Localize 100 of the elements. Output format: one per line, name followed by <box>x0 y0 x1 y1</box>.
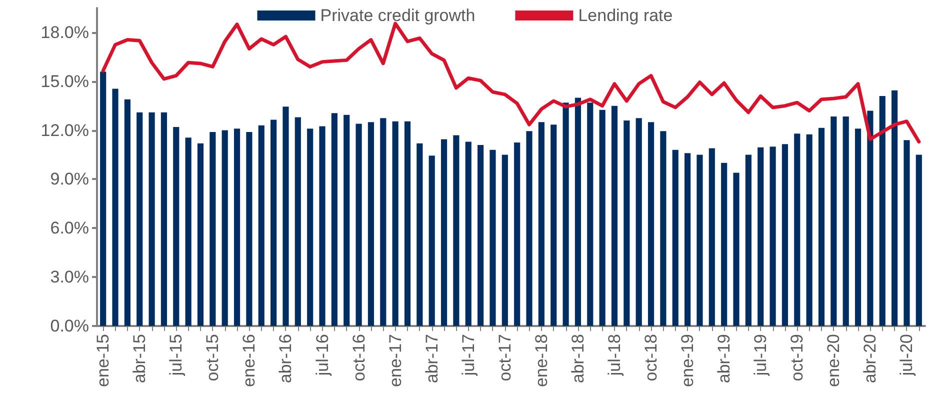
bar <box>842 116 849 326</box>
bar <box>854 128 862 326</box>
bar <box>538 122 544 326</box>
x-tick-label: ene-19 <box>678 334 698 387</box>
bar <box>502 154 508 326</box>
x-tick-label: oct-18 <box>642 334 661 382</box>
bar <box>648 122 654 326</box>
x-tick-label: jul-20 <box>897 334 916 377</box>
bar <box>392 121 398 326</box>
bar <box>733 172 740 326</box>
bar <box>148 112 155 326</box>
y-tick-label: 6.0% <box>50 218 89 238</box>
x-tick-label: oct-15 <box>203 334 222 382</box>
y-tick-label: 12.0% <box>40 120 89 140</box>
bar <box>416 143 423 326</box>
bar <box>197 143 204 326</box>
bar <box>636 118 642 326</box>
bar <box>453 135 460 326</box>
x-tick-label: ene-15 <box>94 334 113 387</box>
y-tick-label: 0.0% <box>50 316 89 336</box>
x-tick-label: ene-18 <box>532 334 551 387</box>
bar <box>490 150 496 326</box>
bar <box>319 126 326 326</box>
bar <box>380 118 386 326</box>
bar <box>770 146 776 326</box>
bar <box>514 142 520 326</box>
bar <box>136 112 143 326</box>
x-tick-label: ene-17 <box>386 334 405 387</box>
bar <box>173 127 180 326</box>
bar <box>294 117 301 326</box>
bar <box>210 132 216 326</box>
bar <box>234 128 240 326</box>
y-tick-label: 3.0% <box>50 268 89 287</box>
bar <box>916 154 922 326</box>
x-tick-label: jul-19 <box>751 334 770 377</box>
x-tick-label: oct-16 <box>349 334 368 382</box>
bar <box>721 162 728 326</box>
x-tick-label: oct-19 <box>788 334 807 382</box>
bar <box>160 112 168 326</box>
x-tick-label: abr-18 <box>568 334 588 384</box>
x-tick-label: ene-16 <box>240 334 259 387</box>
x-tick-label: abr-15 <box>130 334 150 384</box>
bar <box>624 120 630 326</box>
bar <box>684 153 691 326</box>
bar <box>660 131 666 326</box>
legend-label: Lending rate <box>578 6 673 25</box>
x-tick-label: jul-18 <box>605 334 624 377</box>
bar <box>879 96 886 326</box>
legend-label: Private credit growth <box>320 6 476 25</box>
bar <box>782 144 788 326</box>
x-tick-label: jul-16 <box>312 334 332 377</box>
y-tick-label: 9.0% <box>50 170 89 189</box>
bar <box>611 106 618 326</box>
x-tick-label: abr-20 <box>860 334 880 384</box>
bar <box>185 138 192 326</box>
y-tick-label: 18.0% <box>40 22 89 42</box>
bar <box>830 116 837 326</box>
bar <box>904 140 910 326</box>
bar <box>368 122 374 326</box>
bar <box>270 120 277 326</box>
bar <box>331 113 338 326</box>
bar <box>550 124 557 326</box>
bar <box>818 128 825 326</box>
bar <box>562 102 569 326</box>
x-tick-label: oct-17 <box>495 334 514 382</box>
bar <box>404 121 411 326</box>
bar <box>258 125 264 326</box>
bar <box>599 110 606 326</box>
x-tick-label: abr-19 <box>714 334 734 384</box>
bar <box>465 142 472 326</box>
bar <box>806 134 812 326</box>
bar <box>428 156 435 326</box>
bar <box>282 106 289 326</box>
bar <box>478 144 484 326</box>
bar <box>124 99 130 326</box>
x-tick-label: jul-15 <box>166 334 186 377</box>
x-tick-label: jul-17 <box>458 334 478 377</box>
bar <box>587 102 594 326</box>
bar <box>794 134 800 326</box>
bar <box>344 114 350 326</box>
bar <box>574 98 582 326</box>
x-tick-label: abr-17 <box>422 334 442 384</box>
bar <box>892 90 898 326</box>
bar <box>356 124 362 326</box>
x-tick-label: abr-16 <box>276 334 296 384</box>
bar <box>696 154 703 326</box>
y-tick-label: 15.0% <box>40 72 89 91</box>
bar <box>440 139 448 326</box>
bar <box>867 110 874 326</box>
bar <box>222 130 228 326</box>
x-tick-label: ene-20 <box>824 334 844 387</box>
bar <box>526 131 532 326</box>
bar <box>672 150 678 326</box>
bar <box>307 128 314 326</box>
bar <box>112 88 118 326</box>
bar <box>708 148 715 326</box>
bar <box>758 147 764 326</box>
bar <box>745 154 752 326</box>
bar <box>100 72 106 326</box>
bar <box>246 132 252 326</box>
